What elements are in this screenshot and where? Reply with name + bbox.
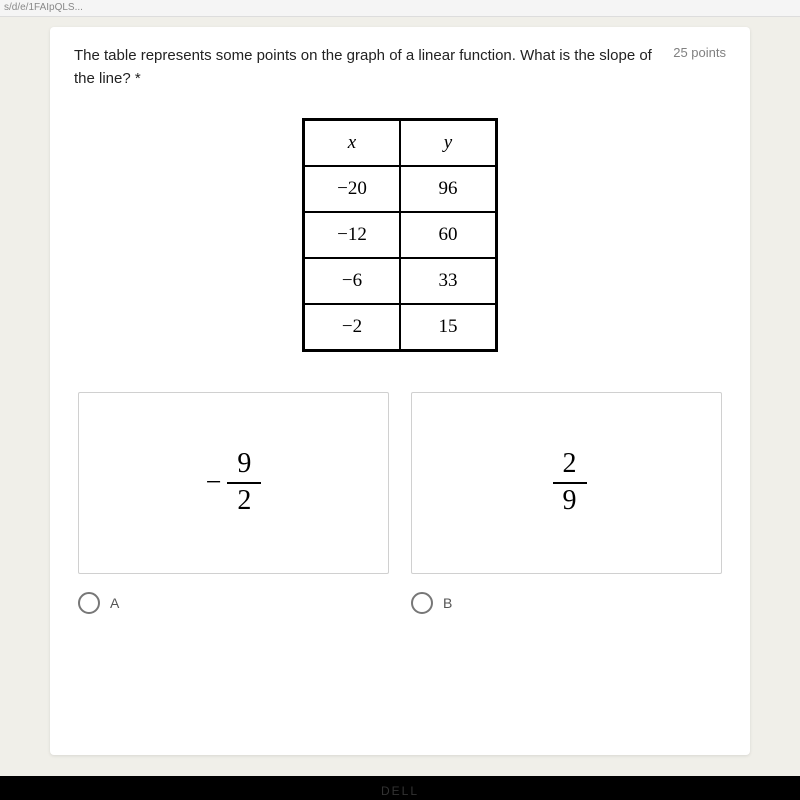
- table-row: −6 33: [304, 258, 497, 304]
- fraction-b-denominator: 9: [557, 486, 583, 517]
- question-text: The table represents some points on the …: [74, 45, 663, 90]
- cell-y: 60: [400, 212, 497, 258]
- fraction-b: 2 9: [547, 449, 587, 517]
- cell-y: 15: [400, 304, 497, 351]
- question-points: 25 points: [673, 45, 726, 90]
- xy-table-wrap: x y −20 96 −12 60 −6 33 −2 15: [74, 118, 726, 352]
- fraction-b-numerator: 2: [557, 449, 583, 480]
- answer-options: − 9 2 A: [78, 392, 722, 614]
- table-row: −2 15: [304, 304, 497, 351]
- cell-x: −6: [304, 258, 401, 304]
- col-header-x: x: [304, 120, 401, 167]
- fraction-b-bar: [553, 482, 587, 484]
- cell-y: 96: [400, 166, 497, 212]
- page-body: The table represents some points on the …: [0, 17, 800, 787]
- cell-x: −12: [304, 212, 401, 258]
- table-header-row: x y: [304, 120, 497, 167]
- laptop-bezel: DELL: [0, 776, 800, 800]
- option-b-label: B: [443, 595, 452, 611]
- radio-a[interactable]: [78, 592, 100, 614]
- question-card: The table represents some points on the …: [50, 27, 750, 755]
- xy-table: x y −20 96 −12 60 −6 33 −2 15: [302, 118, 498, 352]
- url-fragment: s/d/e/1FAIpQLS...: [4, 2, 83, 13]
- fraction-a-sign: −: [206, 467, 222, 499]
- radio-b[interactable]: [411, 592, 433, 614]
- laptop-brand-label: DELL: [381, 784, 419, 798]
- fraction-a-denominator: 2: [231, 486, 257, 517]
- fraction-a-numerator: 9: [231, 449, 257, 480]
- option-a-label: A: [110, 595, 119, 611]
- table-row: −12 60: [304, 212, 497, 258]
- option-a-box: − 9 2: [78, 392, 389, 574]
- fraction-a-bar: [227, 482, 261, 484]
- option-a[interactable]: − 9 2 A: [78, 392, 389, 614]
- option-b-radio-row[interactable]: B: [411, 592, 722, 614]
- option-b-box: 2 9: [411, 392, 722, 574]
- col-header-y: y: [400, 120, 497, 167]
- question-header-row: The table represents some points on the …: [74, 45, 726, 90]
- table-row: −20 96: [304, 166, 497, 212]
- option-b[interactable]: 2 9 B: [411, 392, 722, 614]
- fraction-a: − 9 2: [206, 449, 262, 517]
- cell-y: 33: [400, 258, 497, 304]
- cell-x: −20: [304, 166, 401, 212]
- browser-address-bar: s/d/e/1FAIpQLS...: [0, 0, 800, 17]
- cell-x: −2: [304, 304, 401, 351]
- option-a-radio-row[interactable]: A: [78, 592, 389, 614]
